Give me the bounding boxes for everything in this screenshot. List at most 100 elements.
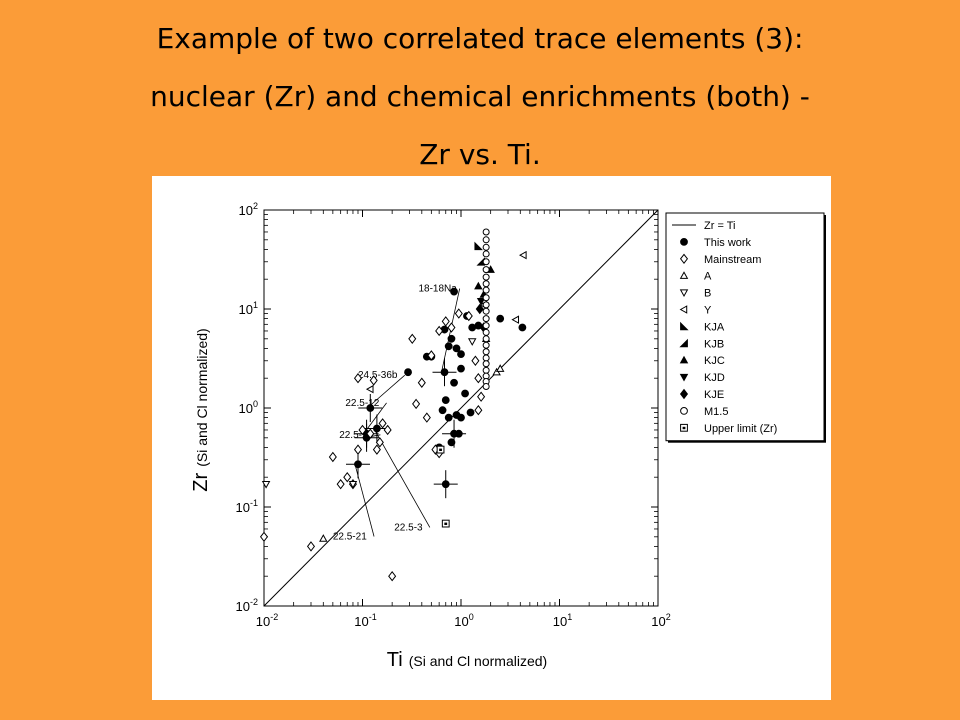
point-mainstream [422, 412, 431, 423]
point-mainstream [366, 428, 375, 439]
legend-swatch-upper-limit-zr [680, 423, 688, 432]
point-a [492, 367, 501, 376]
legend-label-zr-ti: Zr = Ti [704, 220, 735, 232]
legend-label-a: A [704, 271, 712, 283]
point-this-work [444, 342, 453, 351]
legend-label-y: Y [704, 305, 712, 317]
legend-label-kjd: KJD [704, 372, 725, 384]
annotation-label: 22.5-12 [345, 398, 379, 409]
point-this-work [452, 344, 461, 353]
slide-title-line-3: Zr vs. Ti. [419, 138, 541, 171]
point-this-work [441, 396, 450, 405]
point-m1-5 [482, 382, 490, 390]
point-mainstream [471, 355, 480, 366]
point-this-work [466, 408, 475, 417]
zr-equals-ti-line [263, 209, 659, 607]
point-this-work [354, 460, 362, 469]
point-m1-5 [482, 236, 490, 244]
point-m1-5 [482, 360, 490, 368]
point-mainstream [447, 322, 456, 333]
legend-swatch-y [679, 305, 688, 314]
point-kjd [476, 297, 486, 306]
point-this-work [450, 378, 458, 387]
x-tick-label: 10-1 [354, 612, 376, 629]
point-mainstream [378, 418, 387, 429]
point-b [467, 338, 477, 346]
legend-swatch-this-work [680, 238, 688, 246]
y-tick-label: 10-2 [236, 597, 258, 614]
point-m1-5 [482, 294, 490, 302]
legend-swatch-mainstream [679, 253, 689, 265]
point-mainstream [388, 570, 397, 582]
legend-label-upper-limit-zr: Upper limit (Zr) [704, 423, 777, 435]
point-m1-5 [482, 341, 490, 349]
legend-label-kja: KJA [704, 321, 725, 333]
legend-label-m1-5: M1.5 [704, 406, 728, 418]
point-y [511, 315, 520, 324]
legend-swatch-b [679, 289, 689, 298]
point-this-work [457, 364, 465, 373]
point-mainstream [417, 377, 426, 388]
point-m1-5 [482, 315, 490, 323]
point-mainstream [358, 424, 367, 436]
x-tick-label: 101 [553, 612, 572, 629]
point-mainstream [375, 437, 384, 448]
legend-label-kje: KJE [704, 389, 724, 401]
point-kjc [474, 281, 483, 290]
legend-box [665, 212, 825, 442]
point-mainstream [336, 478, 345, 490]
point-mainstream [412, 398, 421, 410]
x-tick-label: 10-2 [256, 612, 278, 629]
point-mainstream [383, 424, 392, 436]
legend-swatch-kjd [679, 373, 689, 382]
x-tick-label: 100 [454, 612, 473, 629]
point-upper-limit-zr [441, 519, 450, 528]
point-m1-5 [482, 307, 490, 315]
point-y [365, 384, 374, 394]
legend-swatch-kja [680, 321, 689, 331]
point-mainstream [353, 372, 363, 384]
point-this-work [450, 429, 458, 438]
annotation-label: 22.5-10 [339, 430, 373, 441]
point-m1-5 [482, 228, 490, 236]
point-upper-limit-zr [436, 445, 445, 454]
legend-label-mainstream: Mainstream [704, 254, 761, 266]
point-m1-5 [482, 328, 490, 336]
point-b [261, 480, 271, 489]
point-mainstream [441, 316, 450, 327]
annotation-label: 22.5-3 [394, 522, 423, 533]
annotation-label: 22.5-21 [333, 531, 367, 542]
point-this-work [366, 404, 375, 412]
point-mainstream [474, 372, 483, 384]
annotation-label: 24.5-36b [358, 370, 398, 381]
point-m1-5 [482, 280, 490, 288]
point-mainstream [408, 333, 417, 345]
point-this-work [438, 406, 447, 415]
point-this-work [440, 368, 449, 377]
point-this-work [461, 389, 469, 398]
legend-label-b: B [704, 288, 711, 300]
point-a [495, 364, 505, 372]
point-mainstream [464, 310, 473, 322]
point-m1-5 [482, 243, 490, 251]
legend-label-kjb: KJB [704, 338, 724, 350]
legend-swatch-a [679, 271, 689, 279]
legend-label-this-work: This work [704, 237, 752, 249]
point-this-work [457, 350, 465, 359]
y-tick-label: 101 [239, 300, 258, 317]
legend-swatch-kjc [679, 355, 689, 364]
point-this-work [444, 413, 453, 422]
point-this-work [441, 480, 450, 489]
point-mainstream [306, 541, 316, 552]
point-mainstream [353, 444, 363, 455]
point-m1-5 [482, 348, 490, 356]
point-this-work [447, 334, 456, 343]
point-this-work [518, 323, 527, 332]
point-kja [474, 241, 483, 251]
point-this-work [457, 413, 465, 422]
legend-swatch-kjb [679, 338, 688, 348]
x-axis-title: Ti (Si and Cl normalized) [387, 649, 547, 671]
point-mainstream [369, 375, 378, 386]
y-tick-label: 10-1 [236, 498, 258, 515]
zr-vs-ti-scatter-chart: 10-2 10-1 100 101 102 10-2 10-1 100 101 102 18-18… [190, 201, 826, 671]
